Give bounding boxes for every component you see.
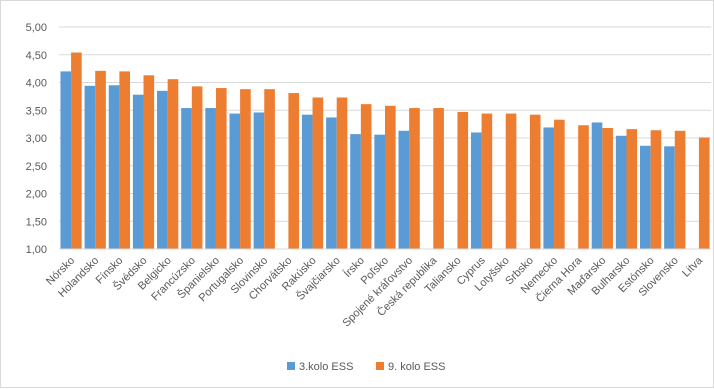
bar-series-2 xyxy=(698,137,710,249)
bar-series-1 xyxy=(301,114,313,249)
y-tick-label: 3,50 xyxy=(26,105,47,117)
bar-series-2 xyxy=(336,97,348,249)
y-tick-label: 3,00 xyxy=(26,133,47,145)
legend-label: 9. kolo ESS xyxy=(388,361,445,373)
legend-label: 3.kolo ESS xyxy=(299,361,353,373)
bar-series-1 xyxy=(640,145,651,249)
bar-series-2 xyxy=(71,52,82,249)
bar-series-1 xyxy=(470,132,482,249)
x-tick-label: Litva xyxy=(680,254,706,280)
bar-series-2 xyxy=(240,89,251,249)
bar-series-2 xyxy=(288,93,300,249)
bar-series-2 xyxy=(215,88,227,249)
bar-series-2 xyxy=(481,113,493,249)
bar-series-2 xyxy=(385,105,396,249)
bar-series-1 xyxy=(591,122,603,249)
bar-series-2 xyxy=(554,119,565,249)
bar-series-2 xyxy=(143,75,155,249)
bar-series-2 xyxy=(95,70,106,249)
bar-series-2 xyxy=(529,114,541,249)
bar-series-2 xyxy=(457,111,469,249)
bar-series-1 xyxy=(229,113,241,249)
bar-series-2 xyxy=(167,79,179,249)
bar-series-1 xyxy=(132,94,144,250)
y-tick-label: 2,00 xyxy=(26,189,47,201)
y-tick-label: 5,00 xyxy=(26,22,47,34)
bar-series-2 xyxy=(360,104,372,250)
bar-series-2 xyxy=(626,129,638,249)
bar-series-1 xyxy=(374,134,385,249)
bar-series-2 xyxy=(264,89,275,249)
bar-series-2 xyxy=(191,86,203,249)
bar-series-1 xyxy=(615,135,627,249)
y-tick-label: 4,50 xyxy=(26,50,47,62)
y-tick-label: 4,00 xyxy=(26,78,47,90)
y-tick-label: 2,50 xyxy=(26,161,47,173)
bar-series-1 xyxy=(543,127,555,249)
bar-series-1 xyxy=(60,71,72,250)
bar-series-1 xyxy=(350,134,361,249)
bar-series-2 xyxy=(674,130,686,249)
bar-series-2 xyxy=(433,108,444,249)
bar-series-1 xyxy=(181,108,192,249)
bar-series-1 xyxy=(108,85,120,250)
bar-series-2 xyxy=(119,71,130,250)
y-tick-label: 1,00 xyxy=(26,244,47,256)
bar-series-1 xyxy=(84,85,96,249)
bar-series-2 xyxy=(650,130,662,249)
bar-series-2 xyxy=(602,128,613,249)
bar-series-2 xyxy=(578,125,589,249)
bar-series-2 xyxy=(312,97,324,249)
bar-series-1 xyxy=(253,112,265,249)
bar-series-2 xyxy=(409,108,420,249)
legend-swatch xyxy=(287,362,295,370)
bar-series-1 xyxy=(664,146,675,249)
y-tick-label: 1,50 xyxy=(26,216,47,228)
bar-series-1 xyxy=(157,90,168,249)
bar-series-1 xyxy=(398,130,410,249)
legend-swatch xyxy=(376,362,384,370)
bar-series-1 xyxy=(205,108,216,249)
bar-series-1 xyxy=(326,117,337,249)
bar-series-2 xyxy=(505,113,517,249)
